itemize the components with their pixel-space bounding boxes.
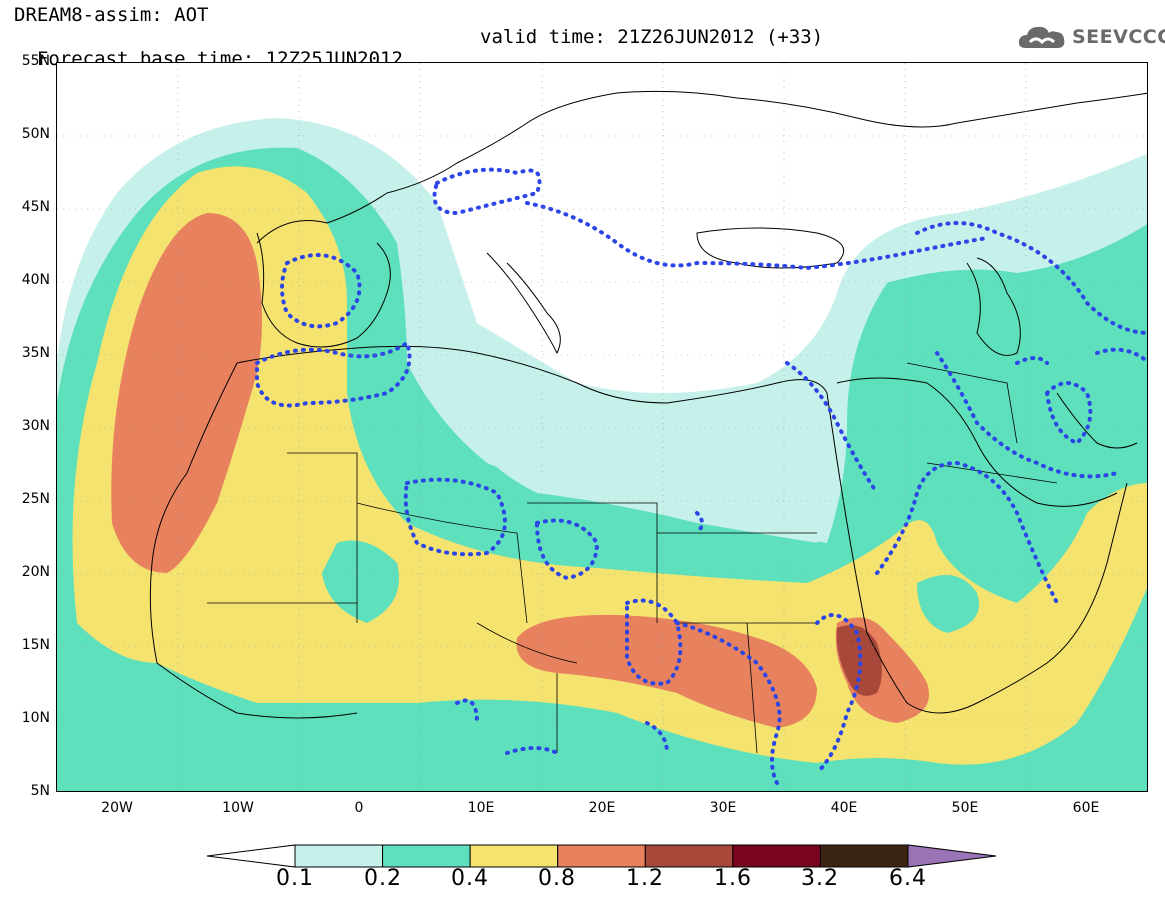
lat-label: 45N xyxy=(0,199,50,215)
lon-label: 50E xyxy=(940,800,990,816)
cloud-icon xyxy=(1016,22,1068,52)
colorbar-label: 0.1 xyxy=(270,866,320,891)
lon-label: 0 xyxy=(334,800,384,816)
map-title: DREAM8-assim: AOT xyxy=(14,4,208,26)
lat-label: 35N xyxy=(0,345,50,361)
lon-label: 60E xyxy=(1061,800,1111,816)
colorbar-label: 0.2 xyxy=(358,866,408,891)
lat-label: 10N xyxy=(0,710,50,726)
lat-label: 15N xyxy=(0,637,50,653)
colorbar-label: 0.4 xyxy=(445,866,495,891)
valid-time: valid time: 21Z26JUN2012 (+33) xyxy=(480,26,823,48)
lat-label: 50N xyxy=(0,126,50,142)
lat-label: 40N xyxy=(0,272,50,288)
colorbar-label: 0.8 xyxy=(532,866,582,891)
seevccc-logo: SEEVCCC xyxy=(1016,22,1165,52)
colorbar-low-arrow xyxy=(207,845,295,867)
lon-label: 30E xyxy=(698,800,748,816)
colorbar-box xyxy=(820,845,908,867)
lon-label: 10W xyxy=(213,800,263,816)
colorbar-box xyxy=(470,845,558,867)
colorbar-box xyxy=(295,845,383,867)
colorbar-high-arrow xyxy=(908,845,996,867)
lon-label: 10E xyxy=(456,800,506,816)
lon-label: 40E xyxy=(819,800,869,816)
aot-map xyxy=(56,62,1148,792)
colorbar-box xyxy=(733,845,821,867)
colorbar-box xyxy=(558,845,646,867)
map-canvas xyxy=(57,63,1148,792)
colorbar-label: 6.4 xyxy=(883,866,933,891)
colorbar-label: 1.2 xyxy=(620,866,670,891)
lat-label: 25N xyxy=(0,491,50,507)
lat-label: 55N xyxy=(0,53,50,69)
lat-label: 5N xyxy=(0,783,50,799)
colorbar-box xyxy=(383,845,471,867)
lat-label: 30N xyxy=(0,418,50,434)
logo-text: SEEVCCC xyxy=(1072,26,1165,48)
lon-label: 20W xyxy=(92,800,142,816)
lat-label: 20N xyxy=(0,564,50,580)
colorbar-box xyxy=(645,845,733,867)
colorbar-label: 3.2 xyxy=(795,866,845,891)
lon-label: 20E xyxy=(577,800,627,816)
colorbar-label: 1.6 xyxy=(708,866,758,891)
